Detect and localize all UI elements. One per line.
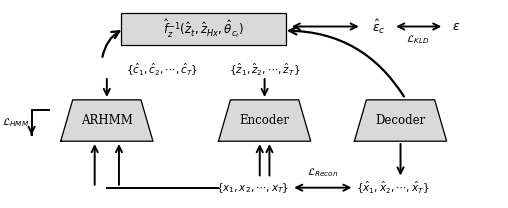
Polygon shape <box>355 100 447 141</box>
Text: $\{\hat{z}_1, \hat{z}_2, \cdots, \hat{z}_T\}$: $\{\hat{z}_1, \hat{z}_2, \cdots, \hat{z}… <box>229 62 300 78</box>
Text: $\mathcal{L}_{KLD}$: $\mathcal{L}_{KLD}$ <box>406 33 429 46</box>
Text: $\mathcal{L}_{HMM}$: $\mathcal{L}_{HMM}$ <box>2 116 29 129</box>
Text: $\epsilon$: $\epsilon$ <box>452 20 460 33</box>
Polygon shape <box>218 100 311 141</box>
Text: $\hat{f}_z^{-1}(\hat{z}_t, \hat{z}_{Hx}, \hat{\theta}_{c_t})$: $\hat{f}_z^{-1}(\hat{z}_t, \hat{z}_{Hx},… <box>163 17 244 40</box>
Text: Encoder: Encoder <box>240 114 290 127</box>
Text: $\hat{\epsilon}_c$: $\hat{\epsilon}_c$ <box>372 17 386 36</box>
Text: $\{x_1, x_2, \cdots, x_T\}$: $\{x_1, x_2, \cdots, x_T\}$ <box>216 181 289 194</box>
FancyBboxPatch shape <box>121 12 287 45</box>
Polygon shape <box>61 100 153 141</box>
Text: $\{\hat{c}_1, \hat{c}_2, \cdots, \hat{c}_T\}$: $\{\hat{c}_1, \hat{c}_2, \cdots, \hat{c}… <box>126 62 199 78</box>
Text: $\mathcal{L}_{Recon}$: $\mathcal{L}_{Recon}$ <box>307 167 338 180</box>
Text: ARHMM: ARHMM <box>81 114 133 127</box>
Text: Decoder: Decoder <box>375 114 426 127</box>
Text: $\{\hat{x}_1, \hat{x}_2, \cdots, \hat{x}_T\}$: $\{\hat{x}_1, \hat{x}_2, \cdots, \hat{x}… <box>357 180 430 196</box>
